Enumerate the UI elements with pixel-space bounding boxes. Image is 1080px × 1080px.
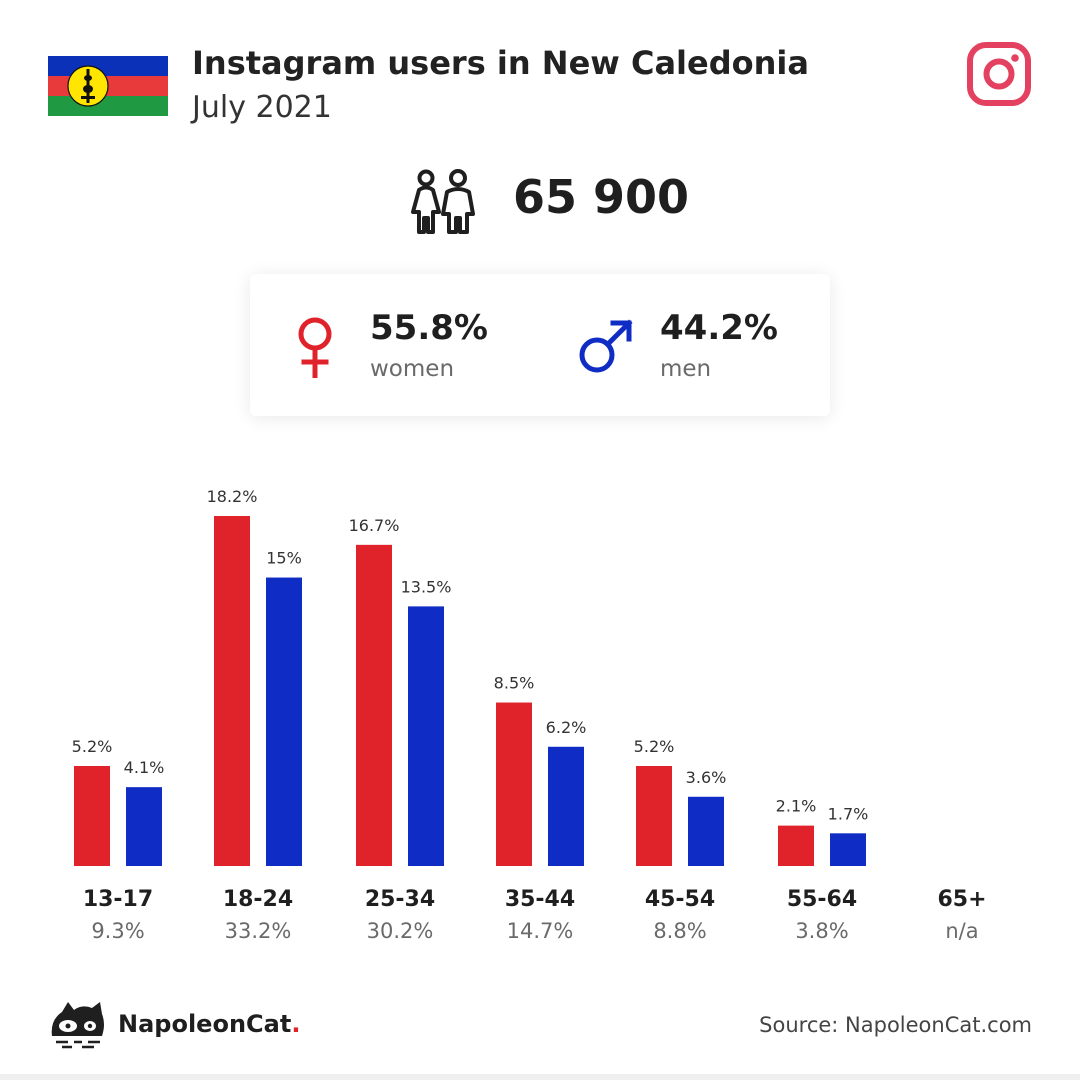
category-total-55-64: 3.8%	[795, 919, 848, 943]
brand-name: NapoleonCat.	[118, 1010, 301, 1038]
category-label-35-44: 35-44	[505, 887, 575, 912]
bar-women-55-64	[778, 825, 814, 866]
bar-women-35-44	[496, 702, 532, 866]
age-gender-bar-chart: 5.2% 4.1% 13-17 9.3% 18.2% 15% 18-24 33.2% 16.7%…	[72, 487, 987, 943]
instagram-icon	[967, 42, 1031, 106]
data-label-women-35-44: 8.5%	[494, 674, 535, 693]
women-percentage: 55.8%	[370, 308, 488, 348]
male-icon	[579, 319, 633, 373]
data-label-men-25-34: 13.5%	[401, 577, 452, 596]
bar-women-18-24	[214, 516, 250, 866]
data-label-women-55-64: 2.1%	[776, 797, 817, 816]
bar-men-13-17	[126, 787, 162, 866]
category-total-13-17: 9.3%	[91, 919, 144, 943]
bar-women-13-17	[74, 766, 110, 866]
bottom-divider	[0, 1074, 1080, 1080]
category-total-25-34: 30.2%	[367, 919, 434, 943]
new-caledonia-flag	[48, 56, 168, 116]
data-label-women-45-54: 5.2%	[634, 737, 675, 756]
bar-men-45-54	[688, 796, 724, 866]
men-label: men	[660, 356, 712, 382]
category-label-25-34: 25-34	[365, 887, 435, 912]
data-label-women-13-17: 5.2%	[72, 737, 113, 756]
category-total-65+: n/a	[945, 919, 978, 943]
people-icon	[411, 169, 475, 234]
category-label-13-17: 13-17	[83, 887, 153, 912]
bar-men-25-34	[408, 606, 444, 866]
category-label-45-54: 45-54	[645, 887, 715, 912]
category-label-55-64: 55-64	[787, 887, 857, 912]
source-text: Source: NapoleonCat.com	[759, 1013, 1032, 1037]
napoleoncat-logo	[51, 1002, 104, 1049]
category-total-35-44: 14.7%	[507, 919, 574, 943]
category-label-65+: 65+	[937, 887, 986, 912]
data-label-men-35-44: 6.2%	[546, 718, 587, 737]
data-label-men-13-17: 4.1%	[124, 758, 165, 777]
data-label-women-18-24: 18.2%	[207, 487, 258, 506]
page-subtitle: July 2021	[192, 90, 332, 125]
female-icon	[298, 317, 332, 378]
page-title: Instagram users in New Caledonia	[192, 44, 809, 82]
data-label-men-45-54: 3.6%	[686, 768, 727, 787]
category-label-18-24: 18-24	[223, 887, 293, 912]
gender-card: 55.8% women 44.2% men	[250, 274, 830, 416]
bar-women-25-34	[356, 544, 392, 866]
data-label-women-25-34: 16.7%	[349, 516, 400, 535]
category-total-18-24: 33.2%	[225, 919, 292, 943]
bar-men-35-44	[548, 746, 584, 866]
men-percentage: 44.2%	[660, 308, 778, 348]
data-label-men-18-24: 15%	[266, 549, 302, 568]
bar-men-18-24	[266, 577, 302, 866]
total-users: 65 900	[513, 170, 690, 224]
bar-women-45-54	[636, 766, 672, 866]
bar-men-55-64	[830, 833, 866, 866]
women-label: women	[370, 356, 455, 382]
data-label-men-55-64: 1.7%	[828, 804, 869, 823]
category-total-45-54: 8.8%	[653, 919, 706, 943]
